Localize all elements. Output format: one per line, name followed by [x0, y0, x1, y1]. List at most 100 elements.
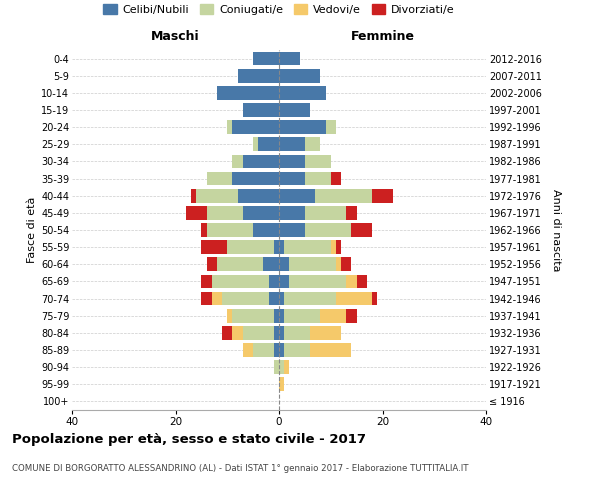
Bar: [196, 189, 238, 202]
Legend: Celibi/Nubili, Coniugati/e, Vedovi/e, Divorziati/e: Celibi/Nubili, Coniugati/e, Vedovi/e, Di…: [99, 0, 459, 20]
Bar: [243, 206, 279, 220]
Bar: [206, 206, 243, 220]
Bar: [217, 258, 263, 271]
Bar: [279, 360, 284, 374]
Bar: [212, 274, 269, 288]
Bar: [346, 309, 356, 322]
Bar: [232, 120, 279, 134]
Bar: [263, 258, 279, 271]
Bar: [305, 223, 352, 237]
Bar: [274, 309, 279, 322]
Bar: [227, 120, 232, 134]
Bar: [331, 240, 336, 254]
Bar: [279, 138, 305, 151]
Bar: [279, 309, 284, 322]
Bar: [206, 258, 217, 271]
Y-axis label: Anni di nascita: Anni di nascita: [551, 188, 561, 271]
Bar: [326, 120, 336, 134]
Bar: [305, 206, 346, 220]
Bar: [253, 343, 274, 357]
Text: Femmine: Femmine: [350, 30, 415, 43]
Bar: [336, 292, 372, 306]
Bar: [279, 69, 320, 82]
Bar: [284, 360, 289, 374]
Bar: [238, 189, 279, 202]
Text: COMUNE DI BORGORATTO ALESSANDRINO (AL) - Dati ISTAT 1° gennaio 2017 - Elaborazio: COMUNE DI BORGORATTO ALESSANDRINO (AL) -…: [12, 464, 469, 473]
Bar: [232, 172, 279, 185]
Bar: [202, 223, 206, 237]
Bar: [310, 343, 352, 357]
Bar: [356, 274, 367, 288]
Bar: [331, 172, 341, 185]
Bar: [259, 138, 279, 151]
Bar: [243, 154, 279, 168]
Bar: [305, 154, 331, 168]
Bar: [238, 69, 279, 82]
Bar: [284, 292, 336, 306]
Text: Popolazione per età, sesso e stato civile - 2017: Popolazione per età, sesso e stato civil…: [12, 432, 366, 446]
Bar: [206, 172, 232, 185]
Bar: [279, 52, 300, 66]
Bar: [279, 120, 326, 134]
Bar: [274, 360, 279, 374]
Bar: [284, 309, 320, 322]
Bar: [269, 274, 279, 288]
Bar: [243, 326, 274, 340]
Bar: [206, 223, 253, 237]
Bar: [227, 309, 232, 322]
Bar: [243, 103, 279, 117]
Bar: [274, 240, 279, 254]
Bar: [243, 343, 253, 357]
Bar: [232, 326, 243, 340]
Bar: [284, 343, 310, 357]
Bar: [191, 189, 196, 202]
Bar: [222, 292, 269, 306]
Bar: [279, 223, 305, 237]
Bar: [336, 240, 341, 254]
Bar: [202, 274, 212, 288]
Bar: [279, 103, 310, 117]
Bar: [232, 154, 243, 168]
Bar: [279, 274, 289, 288]
Bar: [279, 154, 305, 168]
Bar: [284, 326, 310, 340]
Bar: [202, 240, 227, 254]
Bar: [279, 189, 315, 202]
Bar: [315, 189, 372, 202]
Bar: [289, 258, 336, 271]
Bar: [320, 309, 346, 322]
Bar: [284, 240, 331, 254]
Bar: [336, 258, 341, 271]
Bar: [372, 292, 377, 306]
Bar: [212, 292, 222, 306]
Bar: [269, 292, 279, 306]
Bar: [279, 326, 284, 340]
Bar: [310, 326, 341, 340]
Bar: [217, 86, 279, 100]
Bar: [279, 86, 326, 100]
Bar: [341, 258, 352, 271]
Bar: [253, 223, 279, 237]
Bar: [279, 343, 284, 357]
Bar: [372, 189, 393, 202]
Bar: [279, 258, 289, 271]
Bar: [274, 343, 279, 357]
Bar: [202, 292, 212, 306]
Text: Maschi: Maschi: [151, 30, 200, 43]
Bar: [232, 309, 274, 322]
Bar: [279, 292, 284, 306]
Bar: [274, 326, 279, 340]
Bar: [305, 172, 331, 185]
Bar: [253, 52, 279, 66]
Bar: [279, 378, 284, 391]
Bar: [305, 138, 320, 151]
Bar: [186, 206, 206, 220]
Bar: [352, 223, 372, 237]
Bar: [279, 206, 305, 220]
Y-axis label: Fasce di età: Fasce di età: [26, 197, 37, 263]
Bar: [227, 240, 274, 254]
Bar: [346, 206, 356, 220]
Bar: [289, 274, 346, 288]
Bar: [222, 326, 232, 340]
Bar: [346, 274, 356, 288]
